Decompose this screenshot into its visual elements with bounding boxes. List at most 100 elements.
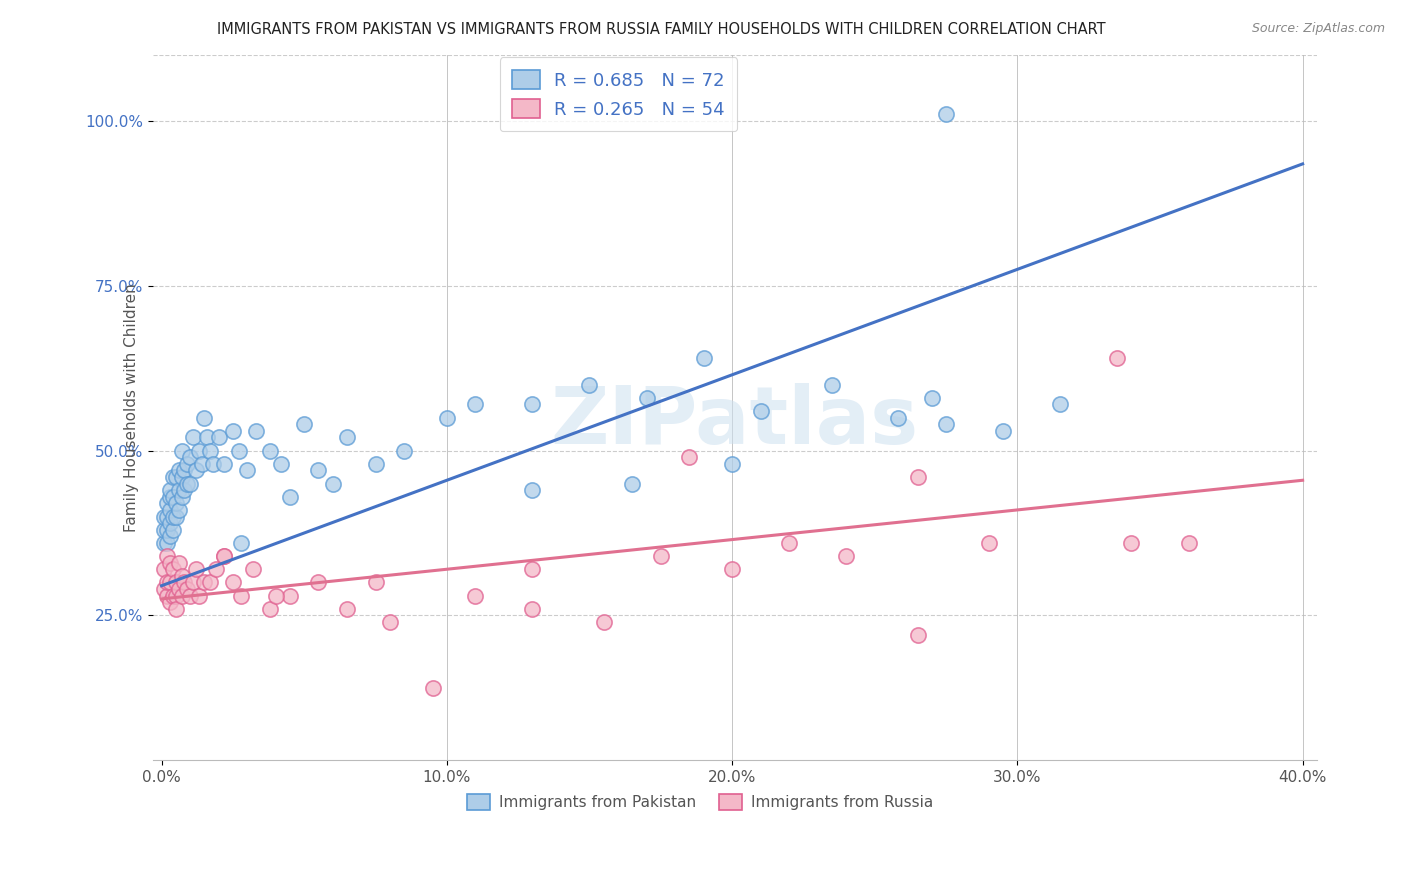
Point <box>322 476 344 491</box>
Point <box>278 490 301 504</box>
Point <box>935 417 957 432</box>
Point <box>176 476 198 491</box>
Point <box>176 582 198 596</box>
Point <box>153 536 176 550</box>
Point <box>167 556 190 570</box>
Point <box>159 503 181 517</box>
Point <box>692 351 714 366</box>
Point <box>159 575 181 590</box>
Point <box>464 589 486 603</box>
Point <box>179 476 201 491</box>
Point <box>165 496 187 510</box>
Point <box>170 569 193 583</box>
Point <box>179 450 201 465</box>
Point <box>170 443 193 458</box>
Point <box>165 589 187 603</box>
Point <box>173 483 195 497</box>
Point <box>259 601 281 615</box>
Point <box>187 589 209 603</box>
Point <box>156 575 179 590</box>
Point <box>977 536 1000 550</box>
Point <box>991 424 1014 438</box>
Point <box>935 107 957 121</box>
Point <box>364 457 387 471</box>
Point <box>162 470 184 484</box>
Point <box>165 509 187 524</box>
Point <box>184 562 207 576</box>
Point <box>522 601 544 615</box>
Point <box>173 575 195 590</box>
Point <box>228 443 250 458</box>
Point <box>162 509 184 524</box>
Point <box>236 463 259 477</box>
Text: IMMIGRANTS FROM PAKISTAN VS IMMIGRANTS FROM RUSSIA FAMILY HOUSEHOLDS WITH CHILDR: IMMIGRANTS FROM PAKISTAN VS IMMIGRANTS F… <box>217 22 1105 37</box>
Point <box>621 476 644 491</box>
Text: Source: ZipAtlas.com: Source: ZipAtlas.com <box>1251 22 1385 36</box>
Legend: Immigrants from Pakistan, Immigrants from Russia: Immigrants from Pakistan, Immigrants fro… <box>461 788 939 816</box>
Point <box>156 496 179 510</box>
Point <box>308 463 330 477</box>
Point <box>156 549 179 563</box>
Point <box>162 562 184 576</box>
Point <box>907 628 929 642</box>
Point <box>921 391 943 405</box>
Point <box>336 430 359 444</box>
Point <box>159 529 181 543</box>
Point <box>436 410 458 425</box>
Point <box>159 483 181 497</box>
Point <box>162 490 184 504</box>
Point <box>222 575 245 590</box>
Point <box>231 536 253 550</box>
Point <box>392 443 415 458</box>
Point <box>181 575 204 590</box>
Point <box>167 463 190 477</box>
Point <box>1049 397 1071 411</box>
Point <box>165 601 187 615</box>
Point <box>165 575 187 590</box>
Point <box>264 589 287 603</box>
Point <box>364 575 387 590</box>
Point <box>907 470 929 484</box>
Point <box>749 404 772 418</box>
Point <box>207 430 229 444</box>
Point <box>592 615 614 629</box>
Point <box>821 377 844 392</box>
Point <box>231 589 253 603</box>
Point <box>162 589 184 603</box>
Point <box>162 523 184 537</box>
Point <box>214 549 236 563</box>
Point <box>278 589 301 603</box>
Point <box>159 556 181 570</box>
Point <box>835 549 858 563</box>
Point <box>153 509 176 524</box>
Point <box>270 457 292 471</box>
Point <box>165 470 187 484</box>
Point <box>292 417 315 432</box>
Point <box>159 490 181 504</box>
Point <box>650 549 672 563</box>
Point <box>193 575 215 590</box>
Point <box>214 549 236 563</box>
Point <box>156 536 179 550</box>
Point <box>159 516 181 530</box>
Point <box>204 562 226 576</box>
Text: ZIPatlas: ZIPatlas <box>551 383 920 461</box>
Point <box>245 424 267 438</box>
Point <box>195 430 218 444</box>
Point <box>181 430 204 444</box>
Point <box>156 589 179 603</box>
Point <box>222 424 245 438</box>
Point <box>167 483 190 497</box>
Point <box>464 397 486 411</box>
Point <box>678 450 700 465</box>
Point <box>522 562 544 576</box>
Point <box>170 490 193 504</box>
Point <box>167 582 190 596</box>
Point <box>193 410 215 425</box>
Point <box>308 575 330 590</box>
Point <box>170 470 193 484</box>
Point <box>198 443 221 458</box>
Point <box>1177 536 1199 550</box>
Point <box>170 589 193 603</box>
Point <box>242 562 264 576</box>
